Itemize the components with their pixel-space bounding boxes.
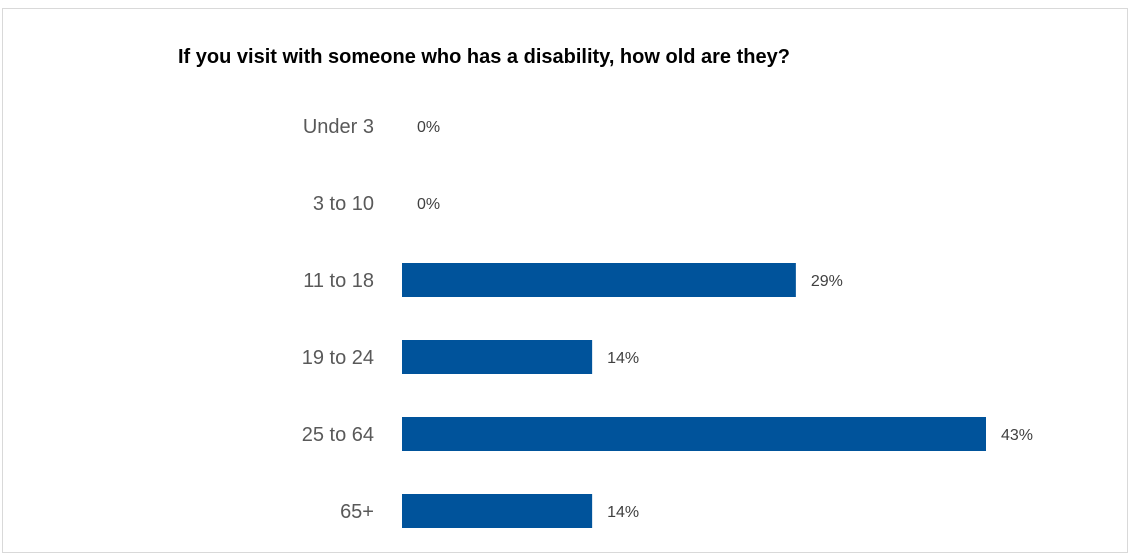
data-label: 14% (607, 350, 639, 367)
bar (402, 340, 593, 374)
data-label: 29% (811, 273, 843, 290)
category-label: 65+ (340, 501, 374, 523)
data-label: 14% (607, 504, 639, 521)
data-label: 0% (417, 196, 440, 213)
category-label: 19 to 24 (302, 347, 374, 369)
data-label: 43% (1001, 427, 1033, 444)
bar (402, 494, 593, 528)
category-label: 3 to 10 (313, 193, 374, 215)
bar (402, 417, 986, 451)
data-label: 0% (417, 119, 440, 136)
category-label: Under 3 (303, 116, 374, 138)
category-label: 25 to 64 (302, 424, 374, 446)
chart-title: If you visit with someone who has a disa… (178, 46, 790, 68)
category-label: 11 to 18 (303, 270, 374, 292)
bar (402, 263, 796, 297)
